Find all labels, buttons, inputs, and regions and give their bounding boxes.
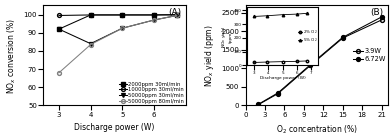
6.72W: [276, 92, 280, 94]
2000ppm 30ml/min: [56, 28, 61, 30]
Line: 50000ppm 30ml/min: 50000ppm 30ml/min: [57, 14, 179, 46]
10000ppm 30ml/min: [120, 14, 125, 16]
X-axis label: O$_2$ concentration (%): O$_2$ concentration (%): [276, 123, 358, 136]
10000ppm 30ml/min: [88, 14, 93, 16]
Line: 2000ppm 30ml/min: 2000ppm 30ml/min: [57, 13, 179, 31]
50000ppm 80ml/min: [120, 27, 125, 29]
Text: (A): (A): [168, 8, 181, 18]
Line: 6.72W: 6.72W: [256, 15, 383, 106]
3.9W: [379, 19, 384, 21]
6.72W: [379, 16, 384, 18]
50000ppm 80ml/min: [88, 44, 93, 45]
2000ppm 30ml/min: [174, 14, 179, 16]
Line: 10000ppm 30ml/min: 10000ppm 30ml/min: [57, 13, 179, 17]
6.72W: [308, 64, 313, 66]
50000ppm 80ml/min: [174, 15, 179, 16]
50000ppm 30ml/min: [88, 43, 93, 45]
Text: (B): (B): [371, 8, 384, 18]
10000ppm 30ml/min: [56, 15, 61, 16]
3.9W: [340, 37, 345, 39]
10000ppm 30ml/min: [174, 14, 179, 16]
50000ppm 30ml/min: [152, 19, 156, 21]
Y-axis label: NO$_x$ conversion (%): NO$_x$ conversion (%): [5, 17, 18, 94]
2000ppm 30ml/min: [88, 14, 93, 16]
3.9W: [308, 65, 313, 66]
Line: 50000ppm 80ml/min: 50000ppm 80ml/min: [57, 14, 179, 75]
2000ppm 30ml/min: [120, 14, 125, 16]
50000ppm 80ml/min: [152, 19, 156, 21]
10000ppm 30ml/min: [152, 14, 156, 16]
50000ppm 80ml/min: [56, 72, 61, 74]
3.9W: [276, 93, 280, 94]
6.72W: [340, 37, 345, 38]
50000ppm 30ml/min: [56, 28, 61, 30]
50000ppm 30ml/min: [174, 15, 179, 16]
3.9W: [256, 104, 261, 105]
Legend: 3.9W, 6.72W: 3.9W, 6.72W: [352, 48, 387, 63]
2000ppm 30ml/min: [152, 14, 156, 16]
Legend: 2000ppm 30ml/min, 10000ppm 30ml/min, 50000ppm 30ml/min, 50000ppm 80ml/min: 2000ppm 30ml/min, 10000ppm 30ml/min, 500…: [118, 81, 185, 104]
6.72W: [256, 103, 261, 105]
X-axis label: Discharge power (W): Discharge power (W): [74, 123, 154, 132]
50000ppm 30ml/min: [120, 27, 125, 29]
Line: 3.9W: 3.9W: [256, 18, 383, 106]
Y-axis label: NO$_x$ yield (ppm): NO$_x$ yield (ppm): [203, 24, 216, 87]
